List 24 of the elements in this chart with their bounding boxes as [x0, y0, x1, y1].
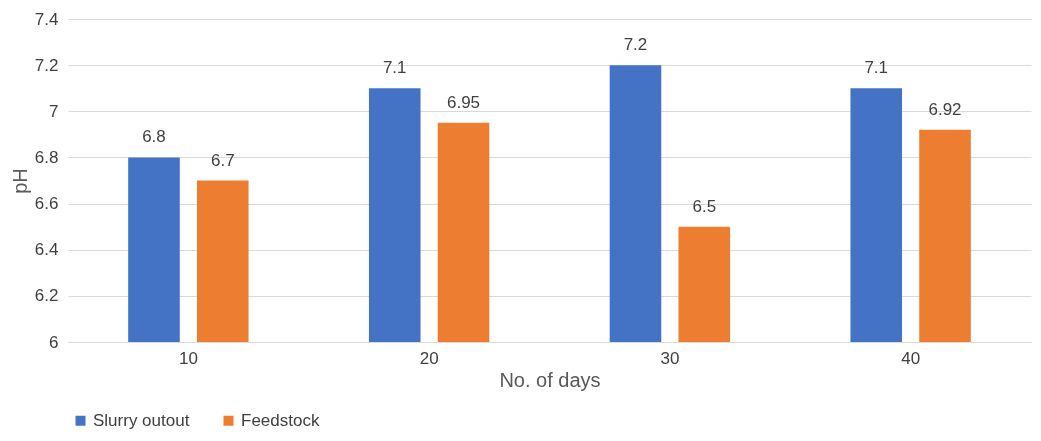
y-tick-label: 7.4 [34, 9, 59, 29]
data-label: 6.8 [142, 127, 166, 147]
y-axis-title: pH [8, 168, 31, 194]
data-label: 7.2 [623, 35, 648, 55]
legend-label: Feedstock [241, 410, 320, 430]
y-tick-label: 6.4 [34, 240, 59, 260]
y-tick-label: 7.2 [34, 55, 59, 75]
data-label: 6.92 [928, 99, 962, 119]
data-label: 6.95 [446, 92, 481, 112]
data-label: 6.5 [692, 196, 717, 216]
y-tick-label: 7 [49, 101, 59, 121]
x-tick-label: 40 [901, 348, 921, 368]
data-label: 7.1 [864, 58, 889, 78]
y-tick-label: 6 [49, 332, 59, 352]
x-tick-label: 10 [178, 348, 198, 368]
data-label: 7.1 [382, 58, 407, 78]
x-tick-label: 20 [419, 348, 439, 368]
legend-label: Slurry outout [93, 410, 190, 430]
y-tick-label: 6.2 [34, 286, 59, 306]
x-tick-label: 30 [660, 348, 680, 368]
data-label: 6.7 [210, 150, 235, 170]
x-axis-title: No. of days [499, 368, 601, 391]
y-tick-label: 6.8 [34, 147, 59, 167]
y-tick-label: 6.6 [34, 194, 59, 214]
